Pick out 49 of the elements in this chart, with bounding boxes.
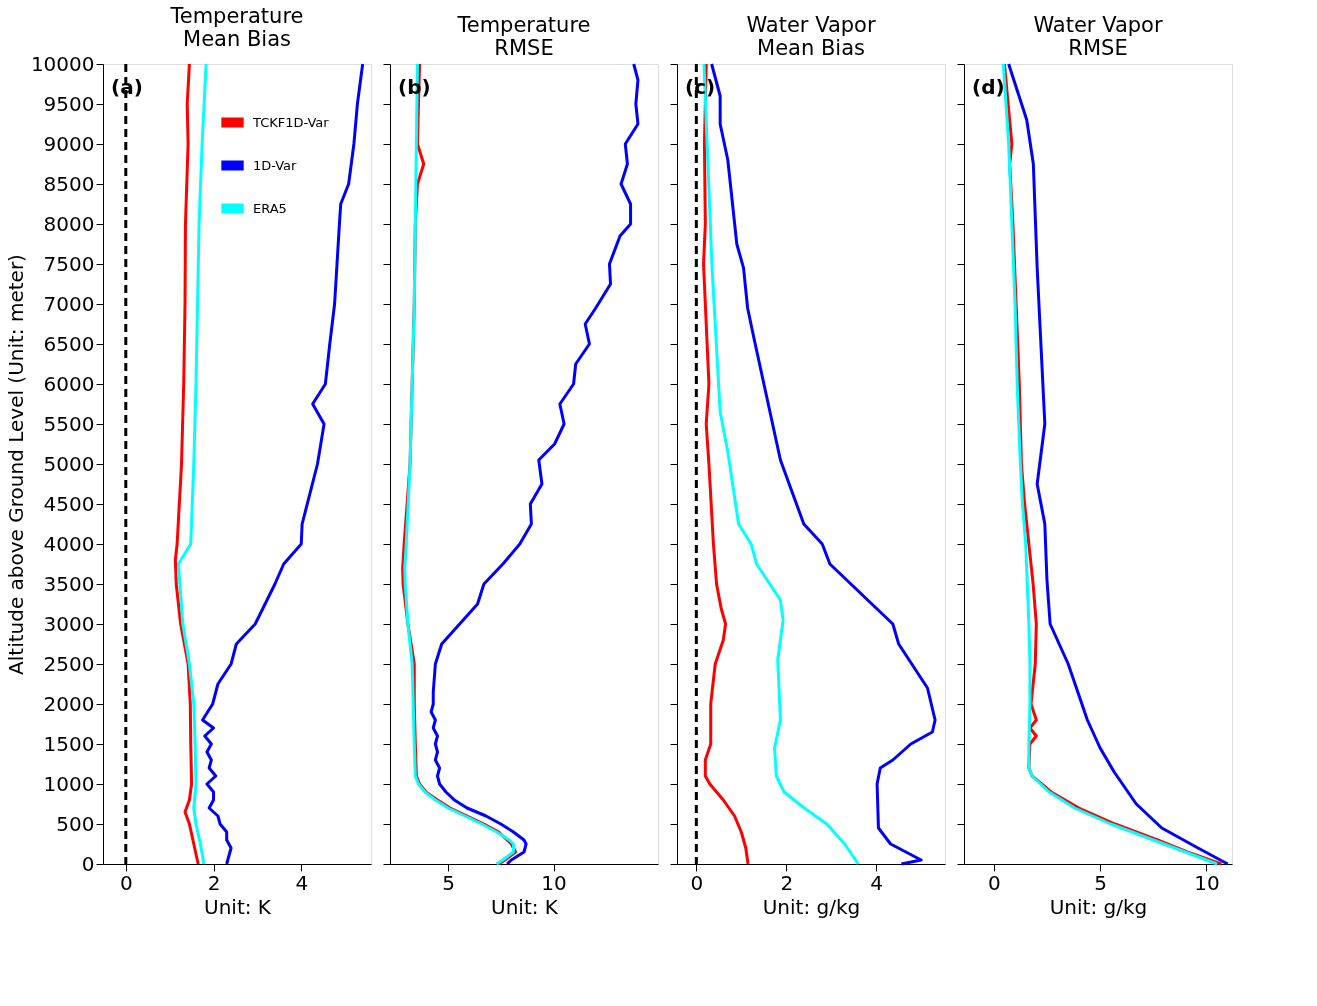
x-tick-label: 2 — [207, 870, 221, 895]
x-tick-label: 4 — [295, 870, 309, 895]
y-tick-label: 1500 — [43, 731, 95, 756]
x-axis-title: Unit: g/kg — [1049, 894, 1148, 919]
y-tick-label: 7500 — [43, 251, 95, 276]
y-tick-label: 4500 — [43, 491, 95, 516]
x-tick-label: 5 — [442, 870, 455, 895]
y-axis-title: Altitude above Ground Level (Unit: meter) — [3, 254, 28, 675]
y-tick-label: 10000 — [30, 51, 95, 76]
y-tick-label: 1000 — [43, 771, 95, 796]
y-tick-label: 9000 — [43, 131, 95, 156]
chart-title: Temperature RMSE — [456, 12, 591, 60]
x-tick-label: 0 — [987, 870, 1001, 895]
x-tick-label: 10 — [1194, 870, 1220, 895]
y-tick-label: 8000 — [43, 211, 95, 236]
chart-title: Water Vapor RMSE — [1033, 12, 1163, 60]
x-tick-label: 0 — [119, 870, 133, 895]
x-axis-title: Unit: K — [204, 894, 272, 919]
annotation: (a) — [111, 75, 143, 99]
chart-title: Water Vapor Mean Bias — [746, 12, 876, 60]
line-series — [201, 62, 365, 866]
legend-label: ERA5 — [253, 200, 287, 216]
y-tick-label: 2000 — [43, 691, 95, 716]
x-tick-label: 5 — [1094, 870, 1107, 895]
x-tick-label: 4 — [870, 870, 884, 895]
chart-title: Temperature Mean Bias — [169, 4, 304, 51]
y-tick-label: 2500 — [43, 651, 95, 676]
legend-label: TCKF1D-Var — [252, 114, 330, 130]
y-tick-label: 8500 — [43, 171, 95, 196]
y-tick-label: 0 — [81, 851, 95, 876]
x-tick-label: 0 — [690, 870, 704, 895]
y-tick-label: 500 — [56, 811, 95, 836]
line-series — [176, 62, 208, 866]
legend-label: 1D-Var — [253, 157, 298, 173]
line-series — [173, 62, 200, 866]
x-axis-title: Unit: K — [491, 894, 559, 919]
y-tick-label: 4000 — [43, 531, 95, 556]
y-tick-label: 5500 — [43, 411, 95, 436]
y-tick-label: 6500 — [43, 331, 95, 356]
x-tick-label: 10 — [541, 870, 567, 895]
x-tick-label: 2 — [780, 870, 794, 895]
y-tick-label: 9500 — [43, 91, 95, 116]
annotation: (d) — [972, 75, 1005, 99]
y-tick-label: 6000 — [43, 371, 95, 396]
y-tick-label: 7000 — [43, 291, 95, 316]
y-tick-label: 3000 — [43, 611, 95, 636]
y-tick-label: 3500 — [43, 571, 95, 596]
y-tick-label: 5000 — [43, 451, 95, 476]
x-axis-title: Unit: g/kg — [762, 894, 861, 919]
